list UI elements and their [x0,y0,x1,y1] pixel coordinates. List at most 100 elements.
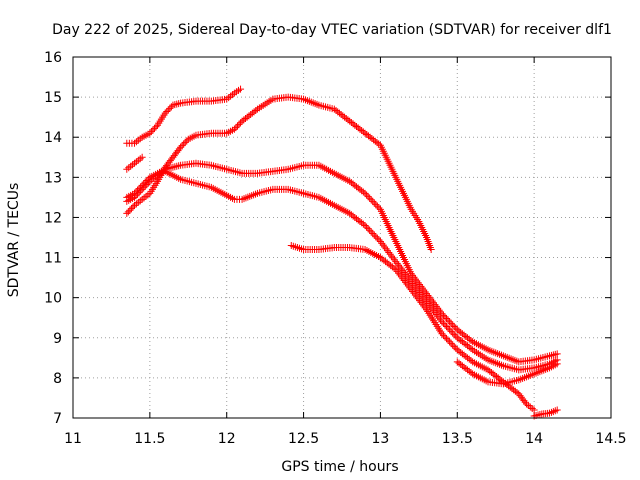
data-point [406,284,414,292]
data-point [397,265,405,273]
data-point [425,301,433,309]
data-point [147,128,155,136]
data-point [427,246,435,254]
data-point [134,198,142,206]
data-point [414,287,422,295]
data-point [551,350,559,358]
y-tick-label: 9 [53,331,62,347]
data-point [447,319,455,327]
data-point [388,252,396,260]
data-point [136,197,144,205]
data-point [467,344,475,352]
data-point [438,310,446,318]
x-tick-label: 14 [525,431,543,447]
data-point [416,289,424,297]
data-point [414,295,422,303]
data-point [553,350,561,358]
data-point [416,297,424,305]
data-point [441,333,449,341]
x-tick-label: 13 [372,431,390,447]
data-point [379,241,387,249]
data-point [364,193,372,201]
data-point [410,289,418,297]
data-point [125,164,133,172]
data-point [431,301,439,309]
data-point [130,193,138,201]
data-point [403,272,411,280]
x-tick-label: 11.5 [134,431,165,447]
data-point [407,270,415,278]
data-point [367,228,375,236]
data-point [138,185,146,193]
data-point [370,199,378,207]
data-point [411,291,419,299]
data-point [427,303,435,311]
data-point [403,280,411,288]
data-point [359,188,367,196]
data-point [233,122,241,130]
data-point [361,221,369,229]
data-point [382,245,390,253]
data-point [169,101,177,109]
data-point [127,205,135,213]
data-point [411,283,419,291]
y-tick-label: 14 [44,130,62,146]
data-point [175,162,183,170]
series-track-5 [123,167,561,374]
data-point [359,220,367,228]
data-point [404,282,412,290]
data-point [397,273,405,281]
data-point [443,323,451,331]
data-point [366,226,374,234]
x-tick-label: 12.5 [288,431,319,447]
grid [72,56,612,419]
data-point [410,273,418,281]
data-point [400,277,408,285]
data-point [150,124,158,132]
data-point [175,100,183,108]
data-point [450,331,458,339]
data-point [449,321,457,329]
data-point [443,315,451,323]
data-point [413,293,421,301]
data-point [381,243,389,251]
data-point [424,291,432,299]
data-point [130,201,138,209]
data-point [447,339,455,347]
data-point [417,298,425,306]
data-point [395,269,403,277]
data-point [409,287,417,295]
data-point [129,161,137,169]
data-point [420,286,428,294]
data-point [395,261,403,269]
data-point [438,318,446,326]
data-point [402,270,410,278]
data-point [441,321,449,329]
data-point [547,351,555,359]
data-point [423,298,431,306]
data-point [427,295,435,303]
data-point [126,206,134,214]
y-tick-label: 8 [53,371,62,387]
data-point [400,269,408,277]
data-point [434,312,442,320]
data-point [430,299,438,307]
data-point [393,267,401,275]
data-point [418,300,426,308]
data-point [396,263,404,271]
data-point [413,277,421,285]
data-point [447,327,455,335]
data-point [144,179,152,187]
data-point [416,281,424,289]
data-point [383,247,391,255]
data-point [549,351,557,359]
data-point [376,238,384,246]
data-point [140,194,148,202]
data-point [392,266,400,274]
data-point [418,292,426,300]
data-point [393,259,401,267]
tick-labels: 11 11.5 12 12.5 13 13.5 14 14.5 7 8 9 10 11 12 13 14 15 1… [44,50,626,447]
data-point [421,296,429,304]
data-point [513,389,521,397]
y-tick-label: 10 [44,291,62,307]
